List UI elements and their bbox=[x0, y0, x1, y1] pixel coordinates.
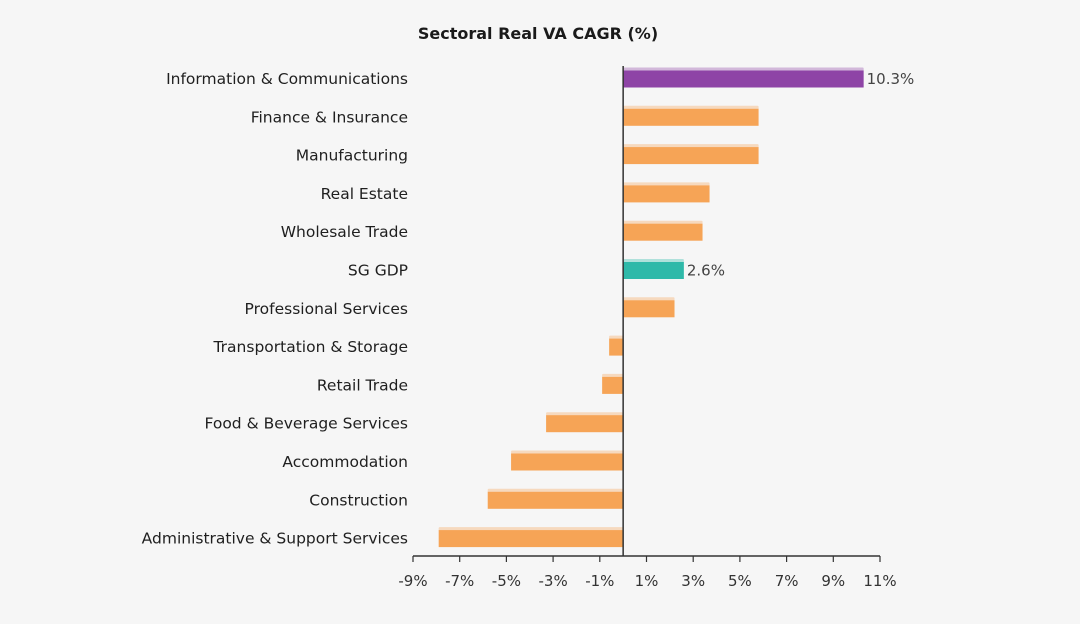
x-tick-label: 11% bbox=[863, 572, 896, 590]
data-label: 2.6% bbox=[687, 262, 725, 280]
bar bbox=[623, 223, 703, 241]
bar bbox=[438, 530, 624, 548]
x-tick-label: 9% bbox=[821, 572, 845, 590]
bar bbox=[546, 415, 624, 433]
category-label: Accommodation bbox=[282, 453, 408, 471]
bar bbox=[511, 453, 624, 471]
x-tick-label: -3% bbox=[538, 572, 567, 590]
category-label: Manufacturing bbox=[296, 147, 408, 165]
bar bbox=[609, 338, 624, 356]
category-label: Construction bbox=[309, 491, 408, 509]
category-label: Real Estate bbox=[321, 185, 408, 203]
category-label: Transportation & Storage bbox=[212, 338, 408, 356]
category-label: Food & Beverage Services bbox=[204, 415, 408, 433]
bar bbox=[623, 108, 759, 126]
bar bbox=[623, 300, 675, 318]
category-label: SG GDP bbox=[348, 262, 408, 280]
category-label: Professional Services bbox=[245, 300, 408, 318]
bar bbox=[623, 147, 759, 165]
bar bbox=[623, 70, 864, 88]
chart-title: Sectoral Real VA CAGR (%) bbox=[417, 24, 659, 43]
x-tick-label: 7% bbox=[775, 572, 799, 590]
x-tick-label: -7% bbox=[445, 572, 474, 590]
x-tick-label: 3% bbox=[681, 572, 705, 590]
x-tick-label: 1% bbox=[635, 572, 659, 590]
category-label: Finance & Insurance bbox=[251, 108, 408, 126]
data-label: 10.3% bbox=[867, 70, 915, 88]
bar bbox=[487, 491, 624, 509]
bar bbox=[623, 185, 710, 203]
bar bbox=[602, 376, 624, 394]
x-tick-label: -1% bbox=[585, 572, 614, 590]
category-label: Administrative & Support Services bbox=[142, 530, 408, 548]
x-tick-label: -5% bbox=[492, 572, 521, 590]
x-tick-label: 5% bbox=[728, 572, 752, 590]
category-label: Wholesale Trade bbox=[281, 223, 408, 241]
category-label: Retail Trade bbox=[317, 376, 408, 394]
x-tick-label: -9% bbox=[398, 572, 427, 590]
category-label: Information & Communications bbox=[166, 70, 408, 88]
bar bbox=[623, 262, 684, 279]
